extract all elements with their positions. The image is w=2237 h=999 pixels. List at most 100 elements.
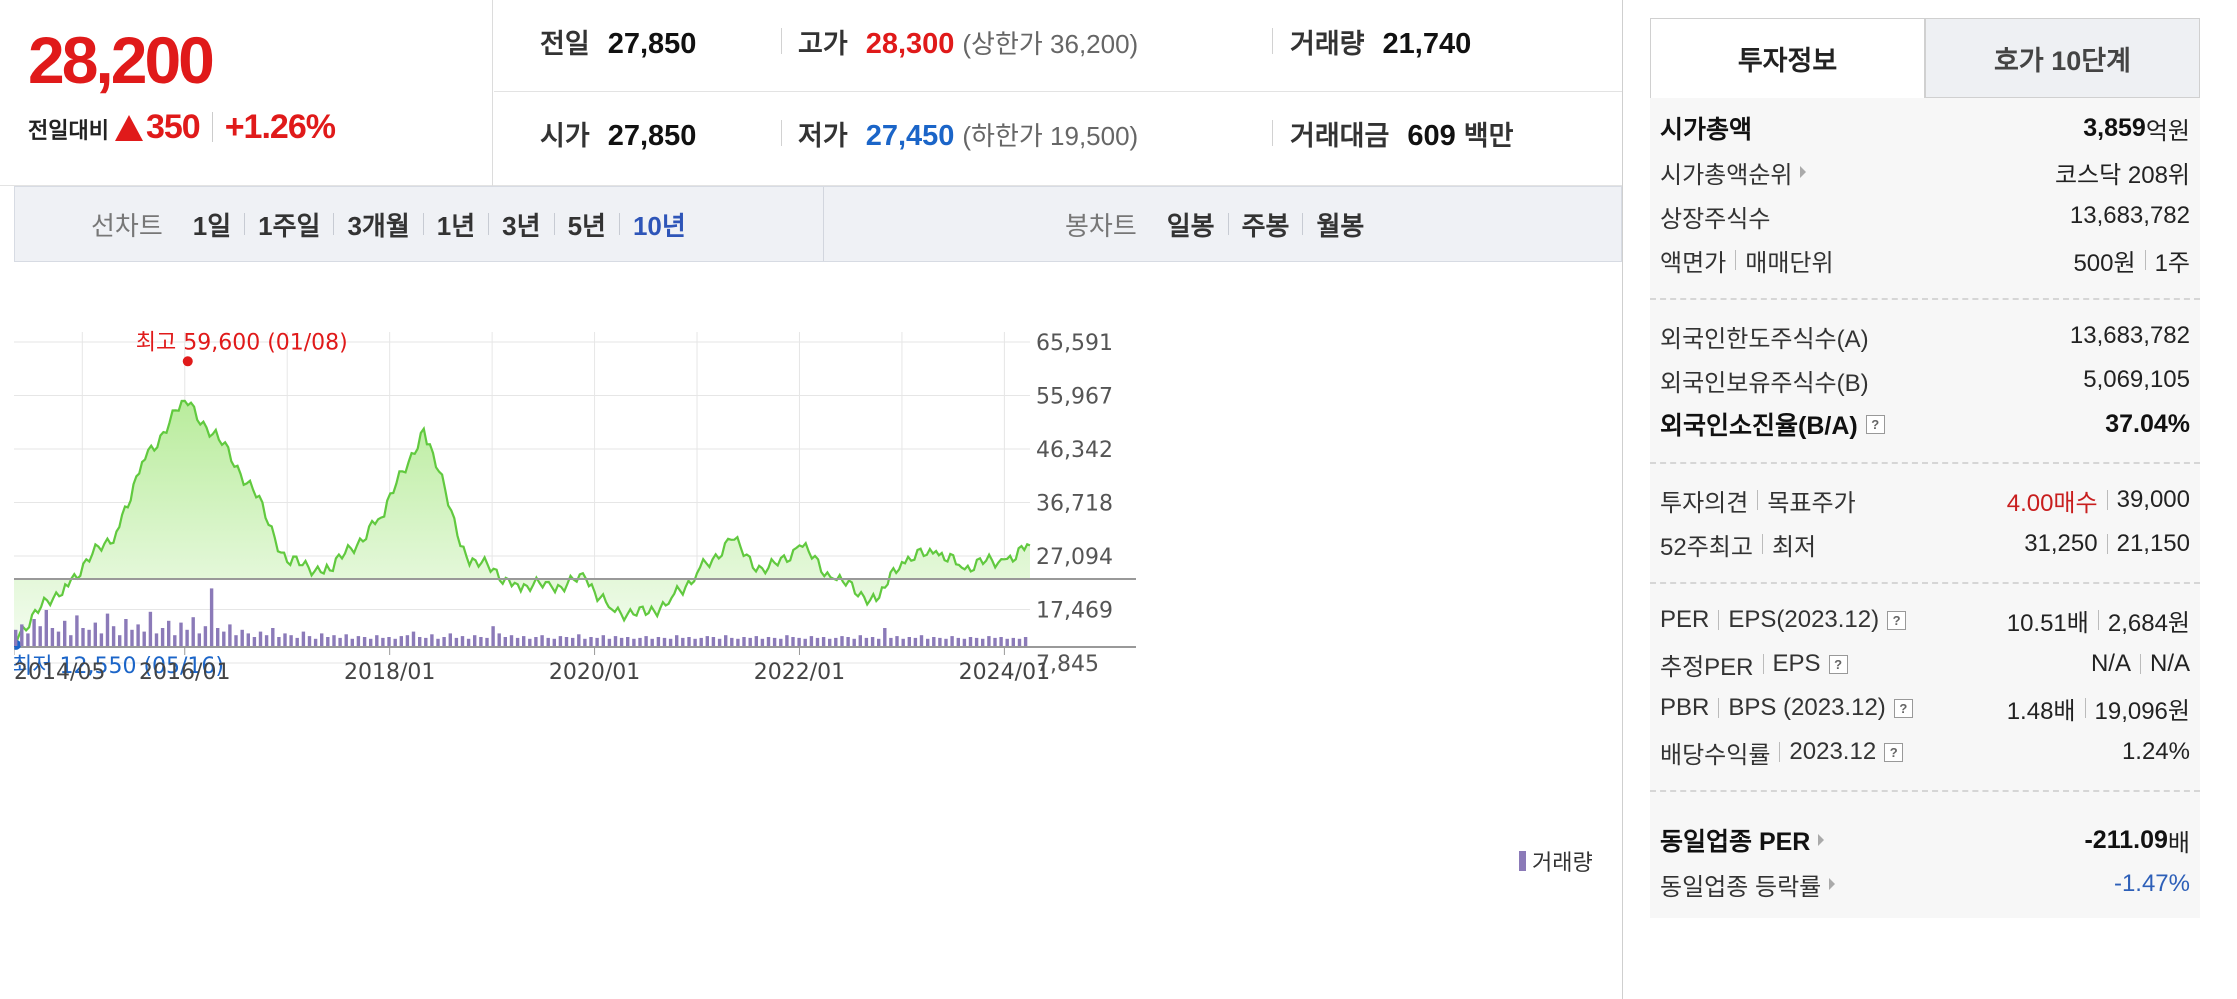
volume-bar	[571, 637, 575, 646]
volume-bar	[632, 638, 636, 646]
line-tab-3[interactable]: 1년	[436, 210, 476, 241]
volume-bar	[595, 637, 599, 646]
y-tick-label: 17,469	[1036, 599, 1113, 624]
tab-order-book[interactable]: 호가 10단계	[1925, 18, 2200, 98]
high-value: 28,300	[865, 28, 955, 60]
volume-bar	[14, 629, 18, 646]
help-icon[interactable]: ?	[1887, 610, 1907, 630]
volume-bar	[791, 637, 795, 646]
unit-value: 1주	[2154, 249, 2190, 277]
market-cap-label: 시가총액	[1660, 116, 1753, 144]
help-icon[interactable]: ?	[1884, 742, 1904, 762]
industry-change-row[interactable]: 동일업종 등락률 -1.47%	[1660, 862, 2190, 906]
line-tab-0[interactable]: 1일	[192, 210, 232, 241]
volume-bar	[418, 637, 422, 646]
candle-chart-tabs: 봉차트 일봉 주봉 월봉	[1065, 187, 1364, 261]
line-tab-1[interactable]: 1주일	[258, 210, 321, 241]
volume-bar	[50, 628, 55, 646]
industry-per-row[interactable]: 동일업종 PER -211.09 배	[1660, 818, 2190, 862]
line-tab-2[interactable]: 3개월	[347, 210, 410, 241]
change-amount: 350	[145, 108, 201, 146]
volume-bar	[369, 638, 373, 646]
volume-bar	[142, 631, 146, 646]
help-icon[interactable]: ?	[1893, 698, 1913, 718]
pbr-value-group: 1.48배 19,096원	[2007, 691, 2190, 726]
line-tab-4[interactable]: 3년	[502, 210, 541, 241]
volume-bar	[626, 637, 630, 646]
volume-bar	[601, 635, 605, 646]
foreign-limit-row: 외국인한도주식수(A) 13,683,782	[1660, 314, 2190, 358]
dividend-value: 1.24%	[2121, 738, 2190, 765]
volume-bar	[283, 633, 287, 646]
volume-bar	[840, 636, 844, 646]
x-tick-label: 2024/01	[959, 660, 1050, 685]
volume-bar	[564, 637, 569, 646]
volume-bar	[264, 635, 269, 646]
industry-per: 동일업종 PER	[1660, 822, 1825, 858]
volume-bar	[173, 635, 177, 646]
divider	[2106, 534, 2108, 554]
tab-divider	[553, 213, 555, 235]
shares-row: 상장주식수 13,683,782	[1660, 194, 2190, 238]
upper-limit: (상한가 36,200)	[962, 29, 1139, 59]
panel-divider	[1622, 0, 1623, 999]
x-tick-label: 2020/01	[549, 660, 640, 685]
foreign-hold-value: 5,069,105	[2083, 366, 2190, 393]
volume-bar	[313, 638, 318, 646]
divider	[2097, 610, 2099, 630]
help-icon[interactable]: ?	[1828, 654, 1848, 674]
foreign-hold-row: 외국인보유주식수(B) 5,069,105	[1660, 358, 2190, 402]
volume-bar	[993, 637, 997, 646]
volume-bar	[650, 638, 654, 646]
week52-high: 31,250	[2024, 530, 2098, 557]
volume-bar	[69, 635, 73, 646]
volume-bar	[956, 637, 960, 646]
candle-tab-2[interactable]: 월봉	[1316, 210, 1365, 241]
divider	[1272, 120, 1273, 146]
quote-row-2: 시가 27,850 저가 27,450 (하한가 19,500) 거래대금 60…	[494, 92, 1622, 184]
volume-bar	[815, 637, 820, 646]
volume-bar	[326, 637, 330, 646]
par-value: 500원	[2073, 249, 2136, 277]
volume-bar	[932, 637, 936, 646]
candle-tab-1[interactable]: 주봉	[1241, 210, 1290, 241]
volume-bar	[558, 636, 563, 646]
per-value: 10.51배	[2006, 609, 2089, 637]
tab-divider	[1302, 213, 1304, 235]
arrow-right-icon	[1829, 878, 1836, 890]
price-chart[interactable]: 65,591 55,967 46,342 36,718 27,094 17,469 7,84…	[14, 262, 1622, 999]
dividend-label: 배당수익률	[1660, 741, 1771, 769]
low-value: 27,450	[865, 120, 955, 152]
change-label: 전일대비	[28, 118, 109, 143]
volume-bar	[216, 628, 220, 646]
y-tick-label: 36,718	[1036, 492, 1113, 517]
pbr-row: PBR BPS (2023.12)? 1.48배 19,096원	[1660, 686, 2190, 730]
per-row: PER EPS(2023.12)? 10.51배 2,684원	[1660, 598, 2190, 642]
volume-bar	[491, 626, 495, 646]
divider	[1762, 654, 1764, 674]
volume-bar	[1023, 637, 1028, 646]
volume-bar	[938, 637, 942, 646]
divider	[1761, 534, 1763, 554]
divider	[1779, 742, 1781, 762]
candle-tab-0[interactable]: 일봉	[1166, 210, 1215, 241]
market-cap-rank-row[interactable]: 시가총액순위 코스닥 208위	[1660, 150, 2190, 194]
divider	[1718, 698, 1720, 718]
est-eps-label: EPS	[1772, 650, 1821, 677]
help-icon[interactable]: ?	[1865, 414, 1885, 434]
line-tab-6[interactable]: 10년	[632, 210, 686, 241]
volume-bar	[87, 629, 91, 646]
volume-bar	[981, 638, 985, 646]
volume-bar	[167, 620, 171, 646]
volume-bar	[454, 637, 459, 646]
volume-legend-swatch	[1519, 851, 1526, 871]
volume-bar	[411, 631, 416, 646]
volume-bar	[460, 636, 465, 646]
line-tab-5[interactable]: 5년	[567, 210, 606, 241]
volume-bar	[919, 635, 924, 646]
up-triangle-icon	[114, 115, 143, 141]
tab-investment-info[interactable]: 투자정보	[1650, 18, 1925, 98]
volume-bar	[779, 638, 783, 646]
tab-divider	[1227, 213, 1229, 235]
volume-bar	[81, 628, 85, 646]
